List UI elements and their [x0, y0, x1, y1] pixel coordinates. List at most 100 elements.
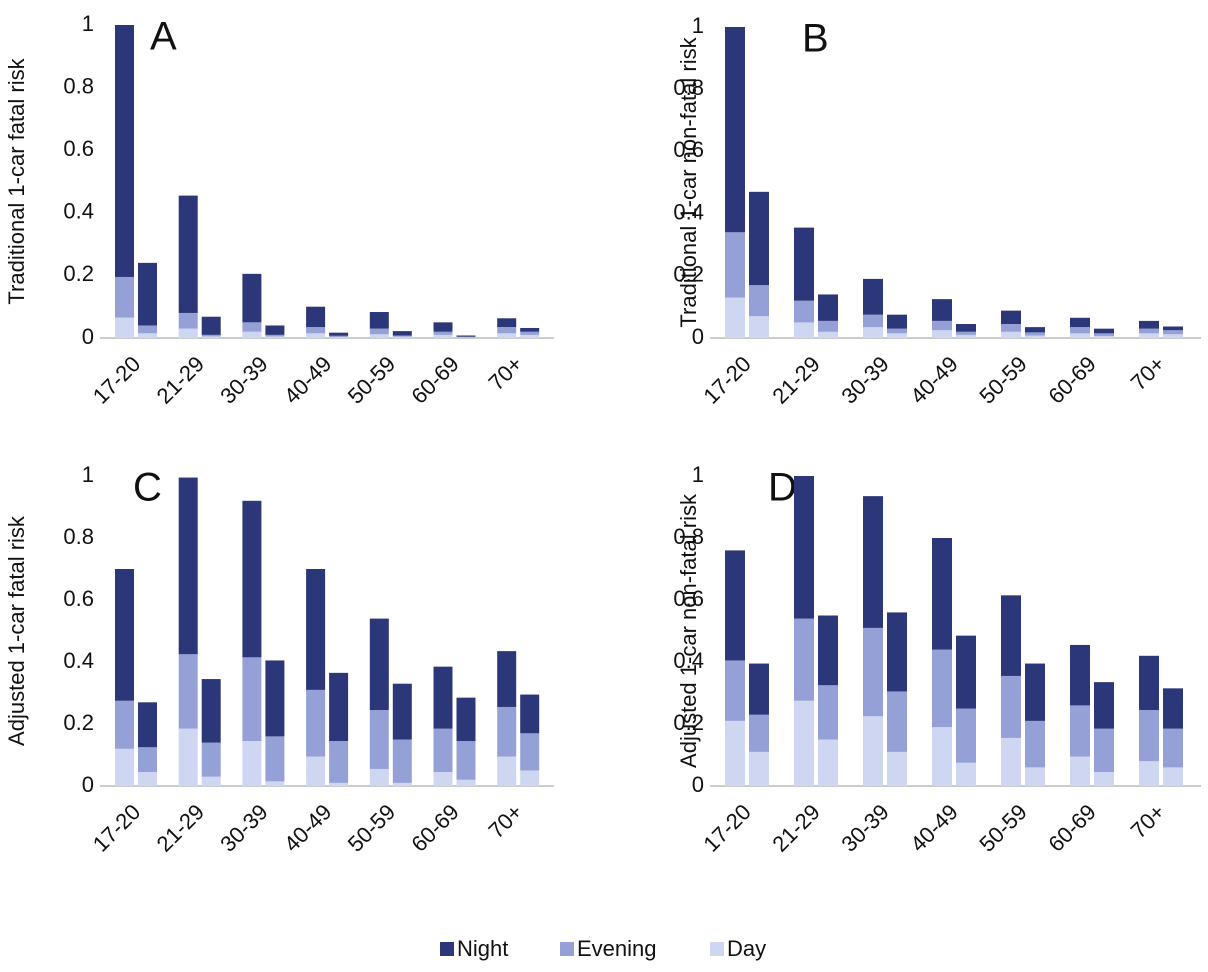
y-tick-label: 0.6	[63, 586, 94, 611]
bar-segment	[1163, 688, 1183, 729]
bar-segment	[932, 727, 952, 786]
bar-segment	[1025, 332, 1045, 336]
bar-segment	[369, 710, 389, 769]
bar-segment	[520, 331, 540, 335]
bar-segment	[1025, 335, 1045, 338]
bar-segment	[201, 742, 221, 777]
bar-segment	[956, 708, 976, 763]
legend-swatch	[560, 942, 574, 956]
bar-segment	[201, 679, 221, 743]
bar-segment	[201, 334, 221, 337]
bar-segment	[818, 739, 838, 786]
bar-segment	[932, 299, 952, 321]
panel-label: B	[802, 17, 829, 61]
bar-segment	[433, 334, 453, 338]
bar-segment	[725, 232, 745, 298]
bar-segment	[725, 660, 745, 721]
bar-segment	[1070, 327, 1090, 334]
bar-segment	[932, 649, 952, 728]
x-tick-label: 70+	[483, 351, 527, 395]
bar-segment	[456, 335, 476, 337]
bar-segment	[329, 741, 349, 783]
bar-segment	[749, 285, 769, 317]
bar-segment	[520, 327, 540, 332]
panel-label: D	[768, 466, 797, 510]
y-tick-label: 0.8	[63, 73, 94, 98]
x-tick-label: 17-20	[88, 351, 145, 408]
y-tick-label: 1	[82, 11, 94, 36]
bar-segment	[201, 336, 221, 338]
bar-segment	[520, 733, 540, 771]
bar-segment	[329, 672, 349, 742]
bar-segment	[725, 27, 745, 233]
x-tick-label: 30-39	[215, 351, 272, 408]
bar-segment	[1070, 756, 1090, 786]
bar-segment	[749, 316, 769, 338]
x-tick-label: 70+	[1126, 799, 1170, 843]
bar-segment	[818, 331, 838, 338]
bar-segment	[887, 751, 907, 786]
bar-segment	[1025, 720, 1045, 768]
bar-segment	[863, 496, 883, 628]
bar-segment	[329, 337, 349, 338]
bar-segment	[392, 739, 412, 783]
bar-segment	[794, 227, 814, 301]
bar-segment	[818, 615, 838, 686]
bar-segment	[265, 781, 285, 786]
bar-segment	[138, 772, 157, 786]
bar-segment	[497, 756, 517, 786]
bar-segment	[456, 336, 476, 338]
y-tick-label: 1	[692, 13, 704, 38]
bar-segment	[265, 336, 285, 338]
y-tick-label: 0.2	[63, 710, 94, 735]
bar-segment	[178, 312, 198, 329]
bar-segment	[138, 702, 157, 748]
x-tick-label: 40-49	[905, 799, 962, 856]
bar-segment	[306, 756, 326, 786]
bar-segment	[115, 748, 134, 786]
bar-segment	[392, 683, 412, 740]
bar-segment	[265, 334, 285, 337]
bar-segment	[887, 691, 907, 752]
bar-segment	[178, 654, 198, 729]
x-tick-label: 17-20	[698, 351, 755, 408]
y-tick-label: 0.2	[673, 262, 704, 287]
bar-segment	[265, 325, 285, 335]
bar-segment	[265, 660, 285, 737]
bar-segment	[1139, 328, 1159, 334]
bar-segment	[1094, 728, 1114, 773]
bar-segment	[1094, 336, 1114, 338]
x-tick-label: 70+	[483, 799, 527, 843]
bar-segment	[201, 776, 221, 786]
bar-segment	[794, 300, 814, 323]
legend-swatch	[440, 942, 454, 956]
bar-segment	[1163, 334, 1183, 338]
y-axis-label: Adjusted 1-car non-fatal risk	[676, 493, 701, 768]
y-tick-label: 0.4	[63, 199, 94, 224]
bar-segment	[932, 538, 952, 650]
bar-segment	[794, 322, 814, 338]
bar-segment	[1025, 663, 1045, 721]
y-tick-label: 0.8	[63, 524, 94, 549]
bar-segment	[433, 322, 453, 332]
x-tick-label: 50-59	[343, 799, 400, 856]
bar-segment	[520, 334, 540, 338]
legend-swatch	[710, 942, 724, 956]
bar-segment	[818, 294, 838, 321]
x-tick-label: 21-29	[152, 351, 209, 408]
bar-segment	[497, 318, 517, 328]
bar-segment	[887, 314, 907, 329]
bar-segment	[306, 306, 326, 328]
bar-segment	[1001, 324, 1021, 332]
bar-segment	[1070, 644, 1090, 706]
bar-segment	[1025, 767, 1045, 786]
bar-segment	[1094, 328, 1114, 334]
bar-segment	[369, 334, 389, 338]
bar-segment	[1094, 682, 1114, 729]
y-tick-label: 0.6	[673, 137, 704, 162]
bar-segment	[1139, 655, 1159, 711]
bar-segment	[1139, 710, 1159, 762]
bar-segment	[497, 333, 517, 338]
bar-segment	[433, 728, 453, 773]
bar-segment	[497, 651, 517, 707]
